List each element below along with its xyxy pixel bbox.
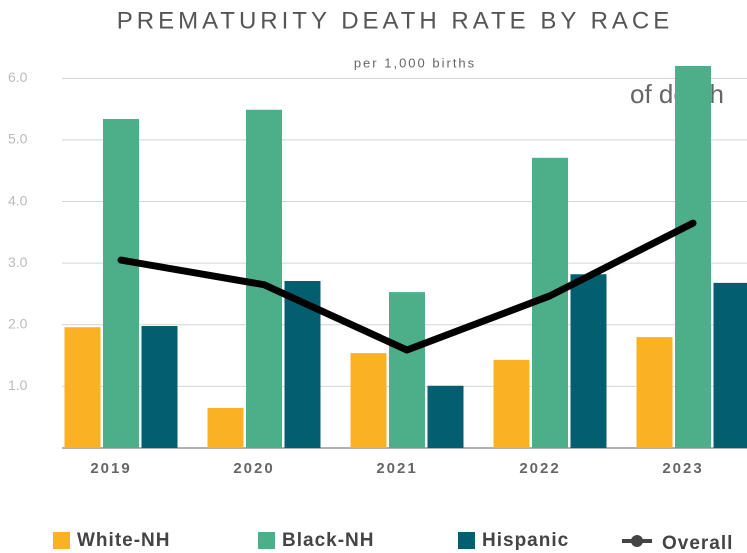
bar — [103, 118, 139, 449]
bar — [493, 359, 530, 448]
chart-title: PREMATURITY DEATH RATE BY RACE — [117, 7, 674, 34]
legend-label: Black-NH — [282, 530, 374, 551]
y-tick-label: 4.0 — [8, 192, 28, 208]
legend: White-NH Black-NH Hispanic Overall — [53, 530, 733, 553]
bars — [64, 66, 747, 449]
legend-label: Hispanic — [482, 530, 569, 551]
bar — [389, 292, 425, 448]
legend-swatch — [458, 532, 475, 549]
legend-swatch — [258, 532, 275, 549]
bar — [427, 385, 464, 448]
y-tick-label: 1.0 — [8, 377, 28, 393]
legend-marker — [631, 535, 643, 547]
bar — [141, 326, 178, 448]
x-tick-label: 2021 — [376, 460, 417, 477]
y-tick-label: 5.0 — [8, 131, 28, 147]
chart-subtitle: per 1,000 births — [354, 55, 476, 70]
bar — [675, 66, 711, 448]
bar — [570, 274, 607, 448]
lines — [117, 219, 697, 354]
legend-label: Overall — [662, 533, 733, 553]
x-tick-label: 2023 — [662, 460, 703, 477]
x-tick-label: 2022 — [519, 460, 560, 477]
bar — [350, 353, 387, 448]
legend-label: White-NH — [77, 530, 170, 551]
y-tick-label: 3.0 — [8, 254, 28, 270]
x-tick-label: 2020 — [233, 460, 274, 477]
y-tick-label: 2.0 — [8, 315, 28, 331]
bar — [246, 109, 282, 448]
x-tick-label: 2019 — [90, 460, 131, 477]
legend-swatch — [53, 532, 70, 549]
line — [117, 219, 697, 354]
bar — [636, 337, 673, 448]
bar — [64, 327, 101, 448]
bar — [207, 407, 244, 448]
bar — [713, 282, 747, 448]
y-tick-label: 6.0 — [8, 69, 28, 85]
